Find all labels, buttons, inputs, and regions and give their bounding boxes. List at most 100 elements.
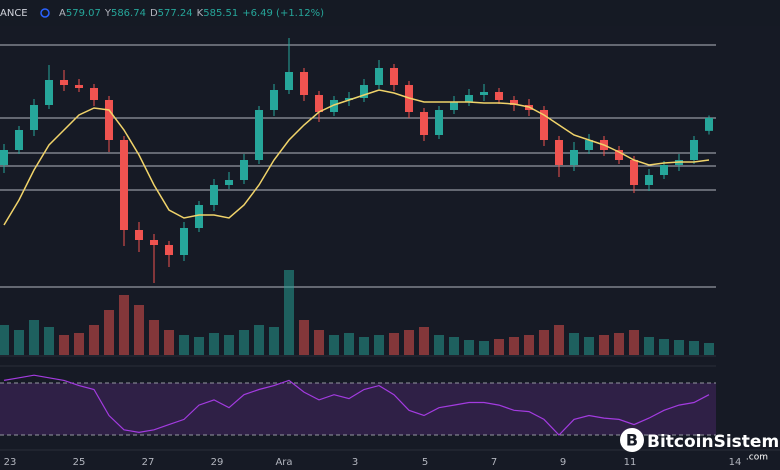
x-tick-label: 29 (211, 457, 224, 468)
volume-bar (29, 320, 39, 355)
x-tick-label: Ara (275, 457, 292, 468)
x-tick-label: 3 (352, 457, 358, 468)
x-tick-label: 14 (729, 457, 742, 468)
volume-bar (314, 330, 324, 355)
volume-bar (404, 330, 414, 355)
ohlc-value: 586.74 (111, 8, 146, 19)
x-tick-label: 9 (560, 457, 566, 468)
x-tick-label: 25 (73, 457, 86, 468)
volume-bar (74, 333, 84, 355)
candle-body (690, 140, 698, 160)
volume-bar (14, 330, 24, 355)
logo-letter: B (626, 431, 638, 450)
candle-body (120, 140, 128, 230)
volume-bar (89, 325, 99, 355)
volume-bar (509, 337, 519, 355)
rsi-band (0, 383, 716, 435)
candle-body (450, 102, 458, 110)
candle-body (360, 85, 368, 98)
change-value: +6.49 (+1.12%) (242, 8, 324, 19)
volume-bar (644, 337, 654, 355)
volume-bar (554, 325, 564, 355)
candle-body (315, 95, 323, 112)
logo-circle (620, 428, 644, 452)
status-dot (40, 8, 50, 18)
volume-bar (374, 335, 384, 355)
ohlc-label: A (59, 8, 66, 19)
candle-body (300, 72, 308, 95)
volume-bar (194, 337, 204, 355)
candle-body (570, 150, 578, 165)
candle-body (0, 150, 8, 165)
candle-body (585, 140, 593, 150)
candle-body (30, 105, 38, 130)
candle-body (180, 228, 188, 255)
volume-bar (179, 335, 189, 355)
volume-bar (599, 335, 609, 355)
volume-bar (479, 341, 489, 355)
volume-bar (44, 327, 54, 355)
volume-bar (0, 325, 9, 355)
candle-body (630, 160, 638, 185)
candle-body (705, 117, 713, 131)
ohlc-label: K (197, 8, 204, 19)
candle-body (75, 85, 83, 88)
candle-body (285, 72, 293, 90)
volume-bar (704, 343, 714, 355)
volume-bar (239, 330, 249, 355)
volume-bar (59, 335, 69, 355)
volume-bar (614, 333, 624, 355)
candle-body (210, 185, 218, 205)
volume-bar (104, 310, 114, 355)
volume-bar (344, 333, 354, 355)
brand-name: BitcoinSistemi (647, 432, 780, 452)
x-tick-label: 11 (624, 457, 637, 468)
candle-body (540, 110, 548, 140)
candle-body (330, 100, 338, 112)
candle-body (60, 80, 68, 85)
candle-body (645, 175, 653, 185)
volume-bar (224, 335, 234, 355)
candle-body (375, 68, 383, 85)
candle-body (420, 112, 428, 135)
ohlc-label: Y (104, 8, 112, 19)
ohlc-value: 579.07 (66, 8, 101, 19)
volume-bar (254, 325, 264, 355)
volume-bar (359, 337, 369, 355)
x-tick-label: 23 (4, 457, 17, 468)
brand-suffix: .com (746, 453, 768, 463)
volume-bar (284, 270, 294, 355)
volume-bar (689, 341, 699, 355)
volume-bar (494, 339, 504, 355)
header-bg (0, 0, 780, 26)
volume-bar (629, 330, 639, 355)
candle-body (240, 160, 248, 180)
candle-body (495, 92, 503, 100)
volume-bar (674, 340, 684, 355)
volume-bar (539, 330, 549, 355)
volume-bar (434, 335, 444, 355)
candle-body (195, 205, 203, 228)
candle-body (435, 110, 443, 135)
moving-average (3, 89, 710, 226)
candle-body (105, 100, 113, 140)
volume-bar (389, 333, 399, 355)
volume-bar (419, 327, 429, 355)
candle-body (15, 130, 23, 150)
volume-bar (209, 333, 219, 355)
volume-bar (569, 333, 579, 355)
candle-body (480, 92, 488, 95)
volume-bar (164, 330, 174, 355)
ohlc-legend: A579.07 Y586.74 D577.24 K585.51 +6.49 (+1.12… (59, 8, 324, 19)
volume-bar (524, 335, 534, 355)
exchange-name: ANCE (0, 8, 28, 19)
x-tick-label: 27 (142, 457, 155, 468)
x-tick-label: 7 (491, 457, 497, 468)
candle-body (390, 68, 398, 85)
candle-body (270, 90, 278, 110)
volume-bar (149, 320, 159, 355)
candle-body (90, 88, 98, 100)
candle-body (465, 95, 473, 102)
candle-body (135, 230, 143, 240)
candle-body (510, 100, 518, 105)
